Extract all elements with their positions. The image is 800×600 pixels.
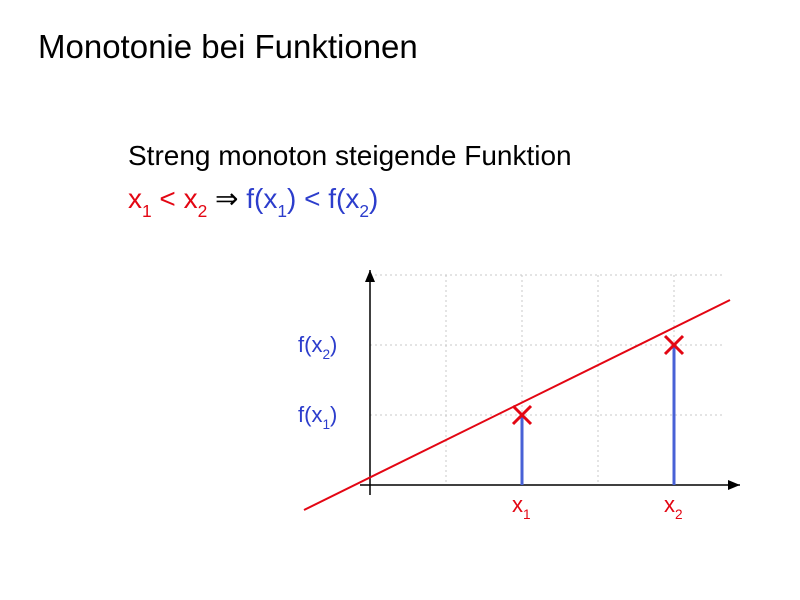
label-fx2: f(x2) [298, 332, 337, 360]
label-fx1: f(x1) [298, 402, 337, 430]
monotonic-chart: f(x2) f(x1) x1 x2 [280, 260, 750, 540]
subtitle: Streng monoton steigende Funktion [128, 140, 572, 172]
formula-lhs: x1 < x2 [128, 183, 207, 214]
label-x1: x1 [512, 492, 531, 520]
formula-rhs: f(x1) < f(x2) [246, 183, 378, 214]
formula-implies: ⇒ [207, 183, 246, 214]
label-x2: x2 [664, 492, 683, 520]
page-title: Monotonie bei Funktionen [38, 28, 418, 66]
formula: x1 < x2 ⇒ f(x1) < f(x2) [128, 182, 378, 220]
